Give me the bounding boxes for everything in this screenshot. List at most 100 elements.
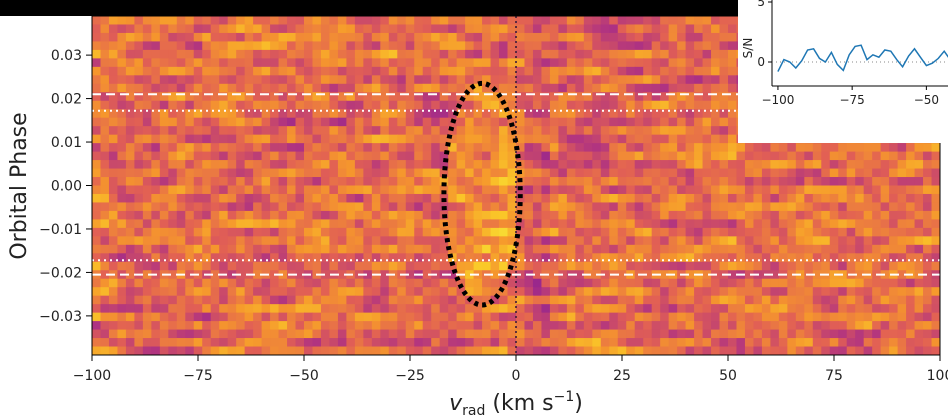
heatmap-cell	[711, 219, 721, 229]
heatmap-cell	[329, 168, 339, 178]
heatmap-cell	[736, 253, 746, 263]
heatmap-cell	[159, 219, 169, 229]
heatmap-cell	[482, 117, 492, 127]
heatmap-cell	[236, 244, 246, 254]
heatmap-cell	[329, 160, 339, 170]
heatmap-cell	[405, 75, 415, 85]
heatmap-cell	[507, 100, 517, 110]
heatmap-cell	[397, 32, 407, 43]
y-tick-label: −0.02	[39, 265, 82, 281]
heatmap-cell	[236, 321, 246, 331]
heatmap-cell	[176, 202, 186, 212]
heatmap-cell	[677, 253, 687, 263]
heatmap-cell	[100, 244, 110, 254]
heatmap-cell	[405, 49, 415, 59]
heatmap-cell	[159, 236, 169, 246]
heatmap-cell	[812, 253, 822, 263]
heatmap-cell	[125, 185, 135, 195]
heatmap-cell	[728, 143, 738, 153]
heatmap-cell	[558, 346, 568, 355]
heatmap-cell	[685, 278, 695, 288]
heatmap-cell	[668, 210, 678, 220]
heatmap-cell	[134, 202, 144, 212]
heatmap-cell	[371, 151, 381, 161]
heatmap-cell	[270, 126, 280, 136]
heatmap-cell	[244, 126, 254, 136]
heatmap-cell	[829, 219, 839, 229]
heatmap-cell	[906, 304, 916, 314]
heatmap-cell	[855, 193, 865, 204]
heatmap-cell	[490, 329, 500, 339]
heatmap-cell	[719, 126, 729, 136]
heatmap-cell	[872, 227, 882, 237]
heatmap-cell	[159, 210, 169, 220]
heatmap-cell	[92, 109, 102, 119]
heatmap-cell	[278, 346, 288, 355]
heatmap-cell	[600, 126, 610, 136]
heatmap-cell	[304, 244, 314, 254]
heatmap-cell	[677, 134, 687, 144]
heatmap-cell	[753, 160, 763, 170]
heatmap-cell	[566, 66, 576, 76]
heatmap-cell	[507, 210, 517, 220]
heatmap-cell	[499, 236, 509, 246]
heatmap-cell	[482, 236, 492, 246]
heatmap-cell	[397, 16, 407, 26]
heatmap-cell	[363, 244, 373, 254]
heatmap-cell	[694, 244, 704, 254]
heatmap-cell	[456, 151, 466, 161]
heatmap-cell	[558, 261, 568, 271]
heatmap-cell	[702, 92, 712, 102]
heatmap-cell	[92, 58, 102, 68]
heatmap-cell	[100, 261, 110, 271]
heatmap-cell	[117, 346, 127, 355]
heatmap-cell	[405, 134, 415, 144]
heatmap-cell	[736, 227, 746, 237]
heatmap-cell	[795, 278, 805, 288]
heatmap-cell	[541, 202, 551, 212]
heatmap-cell	[660, 134, 670, 144]
heatmap-cell	[626, 168, 636, 178]
heatmap-cell	[694, 177, 704, 187]
heatmap-cell	[202, 304, 212, 314]
heatmap-cell	[549, 16, 559, 26]
heatmap-cell	[499, 151, 509, 161]
heatmap-cell	[524, 92, 534, 102]
heatmap-cell	[278, 126, 288, 136]
heatmap-cell	[583, 227, 593, 237]
heatmap-cell	[465, 58, 475, 68]
heatmap-cell	[219, 278, 229, 288]
heatmap-cell	[134, 312, 144, 322]
heatmap-cell	[677, 346, 687, 355]
heatmap-cell	[583, 261, 593, 271]
heatmap-cell	[600, 236, 610, 246]
heatmap-cell	[617, 49, 627, 59]
heatmap-cell	[761, 151, 771, 161]
heatmap-cell	[804, 202, 814, 212]
heatmap-cell	[236, 287, 246, 297]
heatmap-cell	[295, 261, 305, 271]
heatmap-cell	[660, 329, 670, 339]
heatmap-cell	[575, 236, 585, 246]
heatmap-cell	[524, 253, 534, 263]
heatmap-cell	[422, 219, 432, 229]
heatmap-cell	[346, 338, 356, 348]
heatmap-cell	[329, 219, 339, 229]
heatmap-cell	[108, 219, 119, 229]
heatmap-cell	[287, 202, 297, 212]
heatmap-cell	[253, 100, 263, 110]
heatmap-cell	[312, 32, 322, 43]
heatmap-cell	[363, 49, 373, 59]
heatmap-cell	[880, 193, 890, 204]
heatmap-cell	[600, 160, 610, 170]
heatmap-cell	[219, 24, 229, 34]
heatmap-cell	[660, 117, 670, 127]
heatmap-cell	[634, 185, 644, 195]
heatmap-cell	[176, 134, 186, 144]
heatmap-cell	[897, 321, 907, 331]
heatmap-cell	[227, 177, 237, 187]
heatmap-cell	[626, 24, 636, 34]
heatmap-cell	[405, 24, 415, 34]
heatmap-cell	[923, 244, 933, 254]
heatmap-cell	[702, 295, 712, 305]
